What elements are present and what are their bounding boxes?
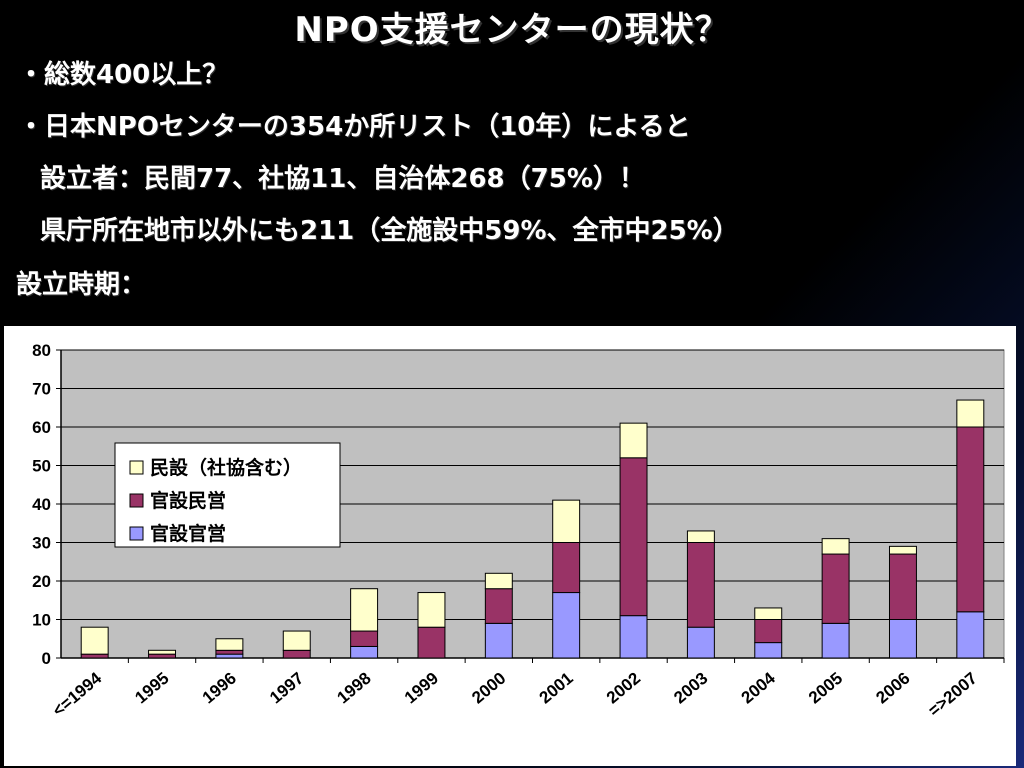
y-tick-label: 0	[42, 649, 51, 668]
x-tick-label: 2005	[805, 669, 846, 708]
x-tick-label: =>2007	[924, 669, 980, 721]
y-tick-label: 50	[32, 457, 51, 476]
bar-segment	[417, 592, 446, 628]
bar-segment	[282, 649, 311, 659]
bar-segment	[417, 626, 446, 659]
x-tick-label: 1999	[401, 669, 442, 708]
legend-box	[114, 442, 341, 548]
bar-segment	[484, 588, 513, 624]
bar-segment	[686, 530, 715, 544]
bar-segment	[686, 626, 715, 659]
slide-title: NPO支援センターの現状？	[294, 10, 730, 50]
x-tick-label: 2001	[536, 669, 577, 708]
bullet-npo-center-list: ・日本NPOセンターの354か所リスト（10年）によると	[18, 112, 691, 142]
bar-segment	[80, 626, 109, 655]
x-tick-label: 1997	[266, 669, 307, 708]
x-tick-label: 2002	[603, 669, 644, 708]
legend-swatch	[129, 493, 144, 508]
bullet-founders: 設立者：民間77、社協11、自治体268（75%）！	[40, 164, 645, 194]
y-tick-label: 60	[32, 418, 51, 437]
y-tick-label: 40	[32, 495, 51, 514]
bar-segment	[956, 611, 985, 659]
legend-label: 官設官営	[150, 522, 226, 545]
y-tick-label: 70	[32, 380, 51, 399]
bar-segment	[484, 572, 513, 590]
bar-segment	[619, 422, 648, 459]
bar-segment	[888, 545, 917, 555]
bar-segment	[686, 542, 715, 628]
bar-segment	[552, 499, 581, 543]
x-tick-label: 2000	[468, 669, 509, 708]
x-tick-label: 2004	[738, 668, 780, 707]
bar-segment	[821, 553, 850, 624]
bar-segment	[888, 553, 917, 620]
legend-swatch	[129, 460, 144, 475]
y-tick-label: 20	[32, 572, 51, 591]
bar-segment	[619, 457, 648, 617]
bar-segment	[821, 622, 850, 659]
bar-segment	[215, 653, 244, 659]
legend-label: 官設民営	[150, 489, 226, 512]
y-tick-label: 80	[32, 341, 51, 360]
bar-segment	[754, 619, 783, 644]
bar-segment	[215, 638, 244, 651]
x-tick-label: 1998	[333, 669, 374, 708]
x-tick-label: 1996	[199, 669, 240, 708]
bar-segment	[350, 645, 379, 659]
bar-segment	[215, 649, 244, 655]
x-tick-label: 1995	[131, 669, 172, 708]
x-tick-label: 2003	[670, 669, 711, 708]
y-tick-label: 10	[32, 611, 51, 630]
bar-segment	[148, 649, 177, 655]
bar-segment	[956, 426, 985, 613]
x-tick-label: <=1994	[49, 668, 106, 720]
bar-segment	[888, 619, 917, 659]
legend-label: 民設（社協含む）	[150, 456, 302, 479]
bar-segment	[821, 538, 850, 555]
bar-segment	[619, 615, 648, 659]
bar-segment	[350, 630, 379, 647]
bar-segment	[80, 653, 109, 659]
legend-swatch	[129, 526, 144, 541]
bar-segment	[552, 542, 581, 594]
bullet-total-count: ・総数400以上？	[18, 60, 229, 90]
x-tick-label: 2006	[872, 669, 913, 708]
bar-segment	[754, 607, 783, 621]
bullet-establishment-period: 設立時期：	[16, 270, 147, 300]
y-tick-label: 30	[32, 534, 51, 553]
bar-segment	[956, 399, 985, 428]
bullet-outside-prefectural-capitals: 県庁所在地市以外にも211（全施設中59%、全市中25%）	[40, 216, 739, 246]
bar-segment	[484, 622, 513, 659]
bar-segment	[148, 653, 177, 659]
bar-segment	[350, 588, 379, 632]
bar-segment	[754, 642, 783, 659]
bar-segment	[282, 630, 311, 651]
bar-segment	[552, 592, 581, 659]
